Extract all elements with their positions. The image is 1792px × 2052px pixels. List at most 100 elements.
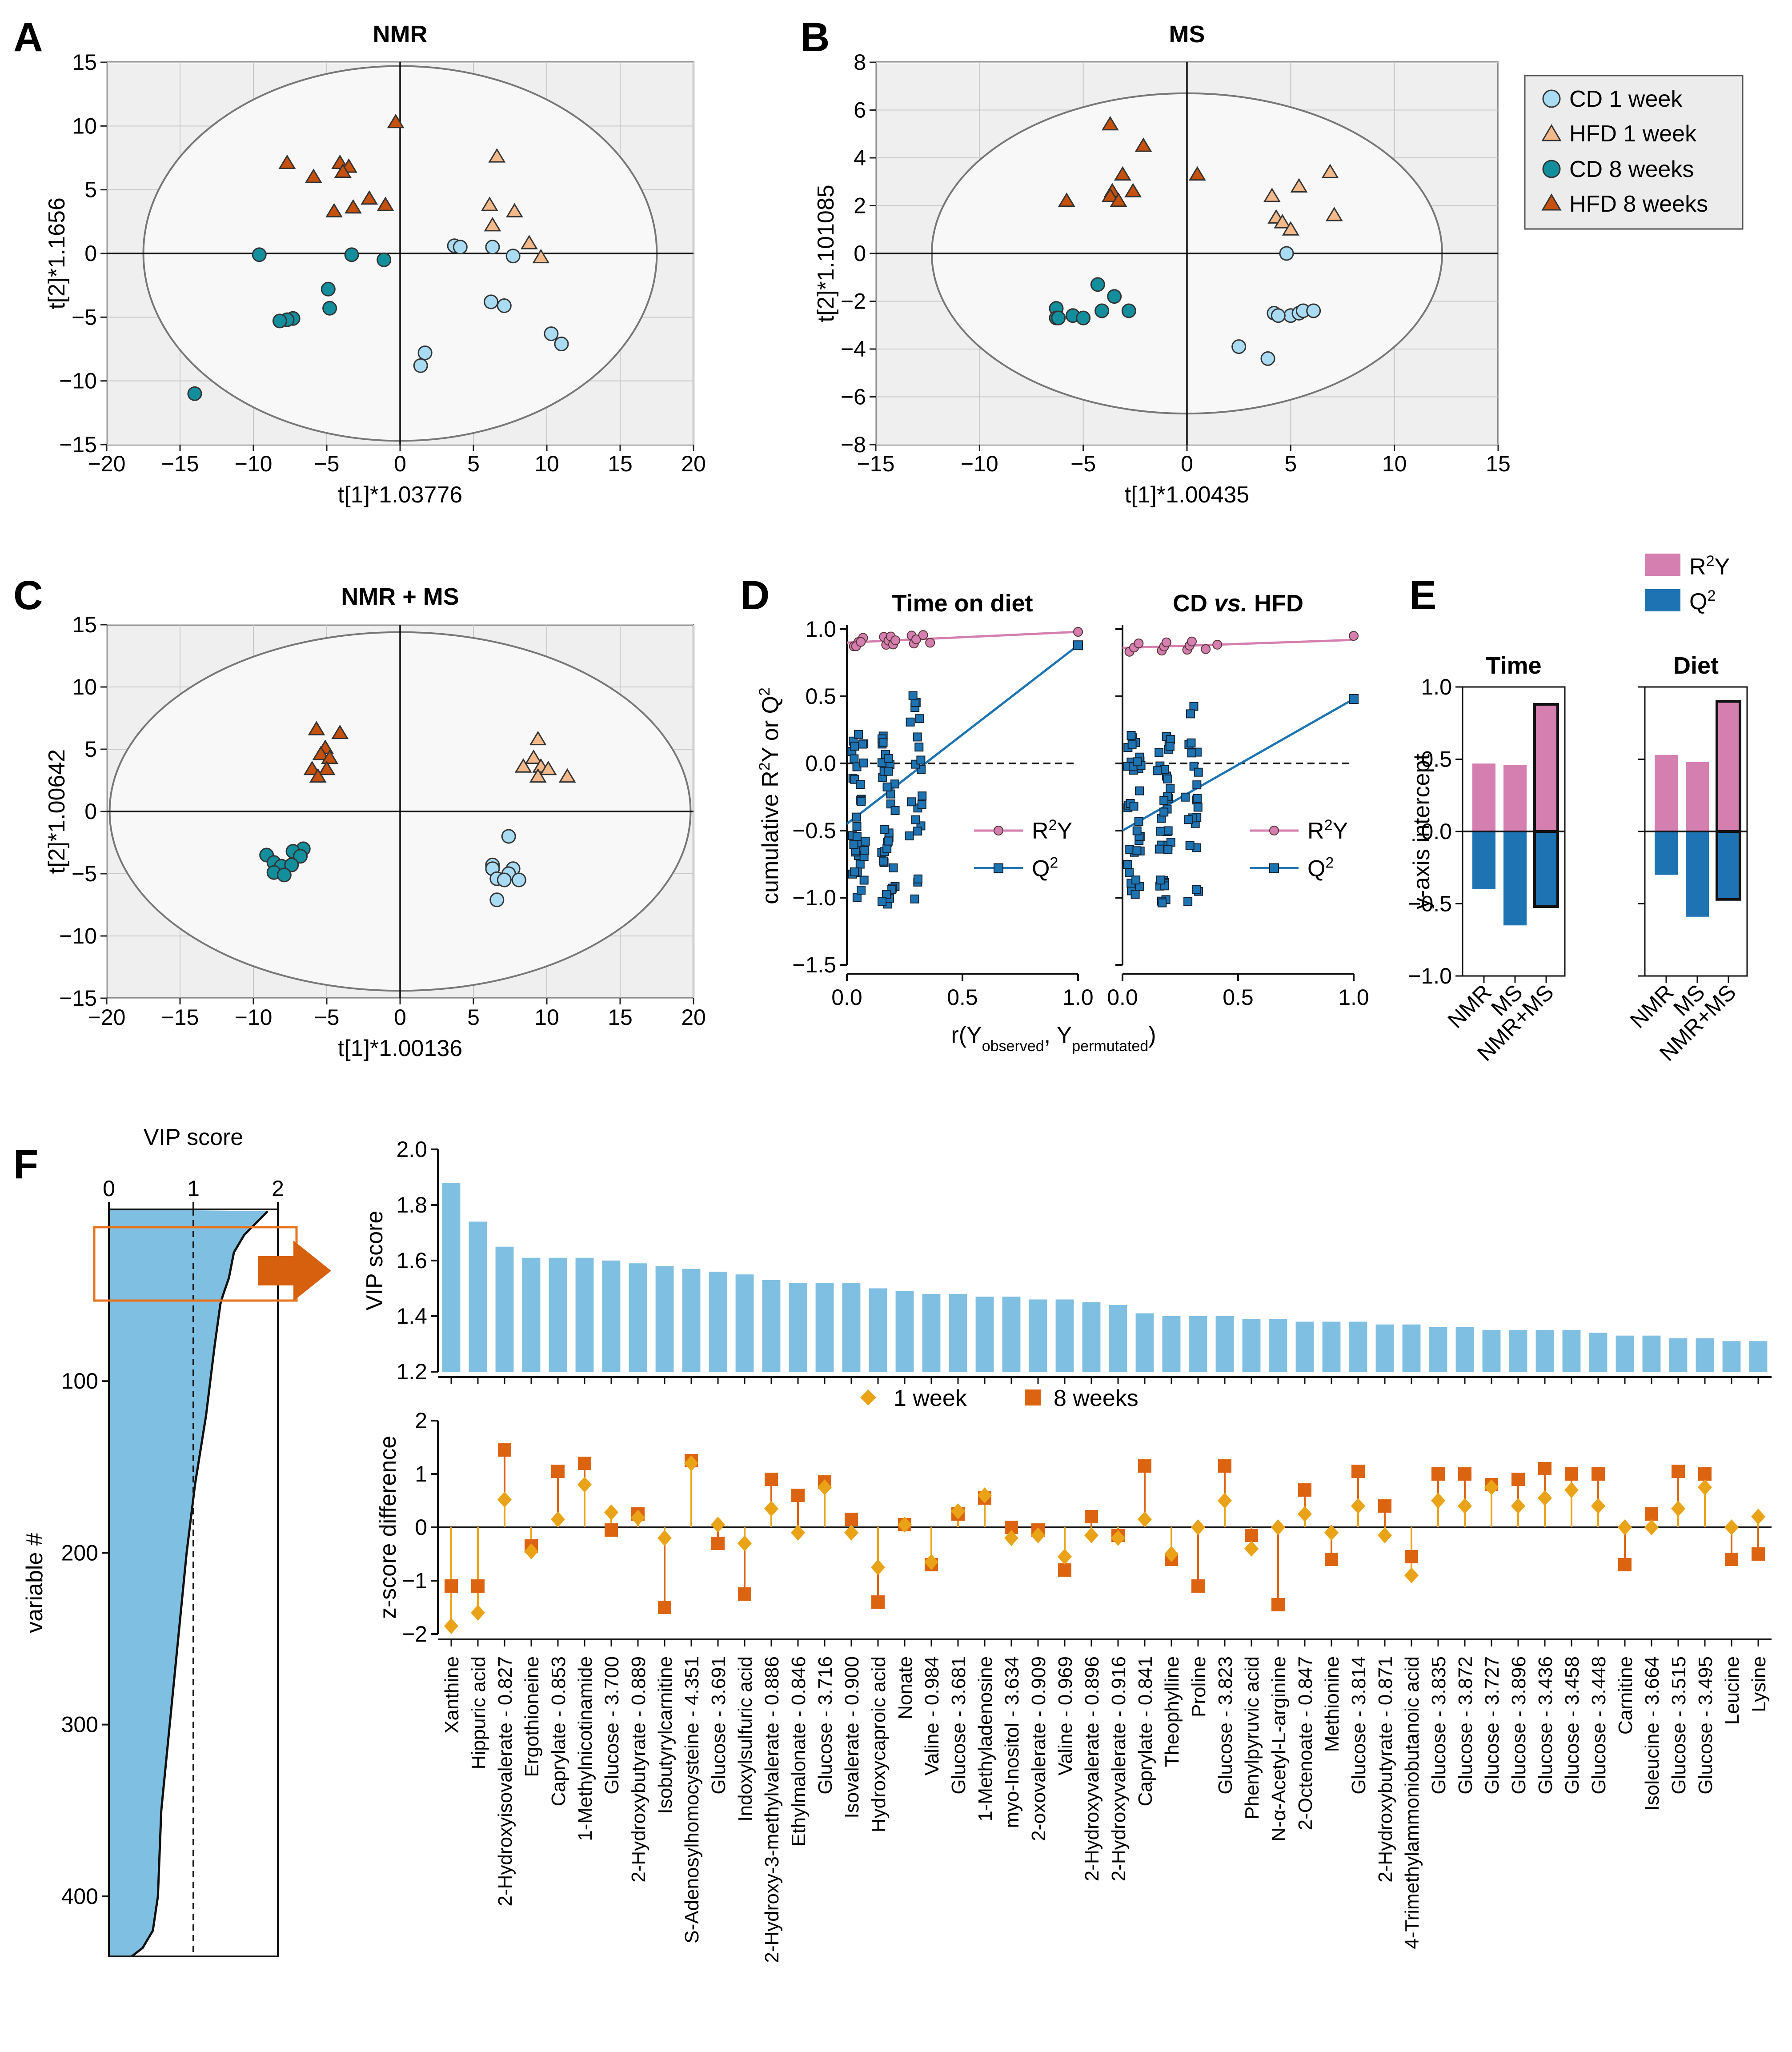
y-tick-label: 400 (61, 1884, 98, 1909)
score-point (312, 746, 330, 760)
score-point (318, 760, 336, 775)
q2-point (913, 874, 922, 883)
marker-1week (871, 1559, 885, 1575)
marker-8weeks (1138, 1459, 1151, 1473)
metabolite-label: Ergothioneine (521, 1656, 543, 1777)
marker-1week (1698, 1479, 1712, 1495)
q2-point (1183, 815, 1193, 824)
q2-point (1189, 702, 1199, 711)
q2-point (913, 827, 922, 836)
bar-r2y (1503, 765, 1527, 831)
y-axis-label: VIP score (362, 1211, 388, 1310)
legend-marker-q2 (994, 863, 1003, 873)
legend-marker-r2y (994, 826, 1003, 835)
legend-label-q2: Q2 (1689, 587, 1716, 614)
marker-8weeks (1271, 1598, 1285, 1611)
y-tick-label: −5 (72, 861, 97, 886)
score-point (331, 724, 349, 739)
q2-point (1163, 774, 1172, 783)
marker-8weeks (551, 1465, 565, 1478)
q2-point (1159, 795, 1169, 805)
score-plot-nmr: −20 −15 −10 −5 0 5 10 15 20−15−10−5051015NMRt[1]… (44, 21, 706, 508)
x-tick-label: 0.5 (1223, 985, 1254, 1010)
bar-q2 (1533, 830, 1559, 908)
r2y-regression-line (1122, 638, 1354, 649)
score-point (505, 203, 523, 217)
y-tick-label: 15 (72, 612, 97, 637)
x-tick-label: −5 (314, 451, 339, 476)
x-tick-label: 0.0 (1107, 985, 1138, 1010)
score-point (387, 113, 405, 129)
metabolite-label: Glucose - 3.681 (948, 1656, 970, 1795)
legend-marker-q2 (1269, 863, 1279, 873)
q2-point (879, 856, 888, 866)
x-tick-label: −5 (1070, 451, 1096, 476)
y-tick-label: −10 (59, 924, 97, 948)
legend-label-r2y: R2Y (1032, 817, 1072, 844)
score-point (1051, 310, 1066, 325)
score-point (1325, 207, 1343, 221)
vip-bar (709, 1272, 727, 1372)
score-point (485, 240, 500, 255)
marker-8weeks (1351, 1465, 1365, 1478)
x-tick-label: 5 (1284, 451, 1297, 476)
marker-1week (551, 1511, 565, 1527)
marker-1week (497, 1491, 512, 1508)
score-point (413, 358, 428, 373)
vip-bar (1269, 1319, 1287, 1372)
q2-point (1194, 767, 1203, 777)
q2-regression-line (846, 644, 1079, 825)
marker-8weeks (765, 1473, 778, 1486)
score-point (1090, 277, 1105, 292)
score-point (484, 217, 501, 232)
marker-8weeks (791, 1489, 805, 1502)
y-tick-label: −1.0 (1408, 964, 1452, 988)
x-tick-label: −10 (235, 1005, 273, 1030)
score-point (278, 154, 296, 169)
q2-point (850, 754, 859, 763)
marker-1week (1378, 1527, 1392, 1543)
marker-8weeks (1405, 1550, 1418, 1563)
x-tick-label: 10 (534, 1005, 559, 1030)
vip-bar (762, 1280, 781, 1372)
q2-point (1123, 859, 1132, 869)
vip-bar (1696, 1338, 1714, 1372)
y-tick-label: 0 (415, 1515, 427, 1540)
score-point (558, 768, 576, 783)
score-point (334, 163, 352, 178)
y-tick-label: 6 (854, 98, 866, 123)
vip-bar (1189, 1316, 1207, 1372)
metabolite-label: Theophylline (1161, 1656, 1183, 1767)
panel-letter-a: A (13, 15, 43, 60)
y-axis-label: t[2]*1.1656 (44, 197, 70, 309)
q2-point (856, 780, 865, 789)
group-title: Diet (1673, 652, 1719, 679)
x-tick-label: 0 (103, 1176, 115, 1201)
metabolite-label: Glucose - 3.436 (1535, 1656, 1556, 1795)
vip-area-fill (109, 1209, 268, 1956)
marker-1week (1084, 1527, 1098, 1543)
q2-point (882, 844, 892, 853)
x-tick-label: 20 (681, 1005, 706, 1030)
y-tick-label: −1 (402, 1568, 427, 1593)
y-tick-label: −15 (59, 986, 97, 1011)
y-tick-label: 0.0 (1421, 819, 1452, 844)
vip-bar (1402, 1324, 1421, 1372)
permutation-plot-diet: 0.0 0.5 1.0 CD vs. HFD R2Y Q2 (1107, 590, 1369, 1010)
score-point (303, 760, 321, 775)
highlight-arrow (258, 1241, 331, 1301)
metabolite-label: Glucose - 3.515 (1668, 1656, 1690, 1795)
q2-point (852, 832, 862, 841)
marker-1week (577, 1477, 592, 1493)
y-tick-label: 0.5 (1421, 747, 1452, 772)
q2-point (1132, 826, 1142, 835)
q2-point (859, 875, 869, 885)
marker-1week (1164, 1546, 1179, 1562)
marker-1week (1058, 1549, 1072, 1565)
y-tick-label: 5 (84, 177, 97, 202)
q2-point (890, 779, 899, 789)
y-axis-label: z-score difference (375, 1436, 401, 1619)
panel-letter-c: C (13, 573, 43, 618)
x-tick-label: 0 (394, 451, 406, 476)
